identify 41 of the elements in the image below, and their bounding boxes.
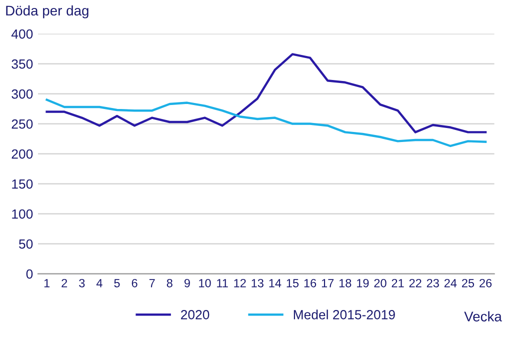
y-tick-label: 150 bbox=[12, 179, 33, 189]
x-tick-label: 20 bbox=[374, 278, 386, 288]
y-axis-title: Döda per dag bbox=[6, 5, 88, 18]
x-tick-label: 11 bbox=[217, 279, 228, 288]
x-tick-label: 10 bbox=[199, 278, 211, 288]
y-tick-label: 400 bbox=[11, 29, 33, 39]
legend-label: 2020 bbox=[181, 310, 210, 320]
x-tick-label: 2 bbox=[62, 278, 68, 288]
x-tick-label: 8 bbox=[166, 278, 172, 288]
x-tick-label: 23 bbox=[426, 278, 439, 288]
y-tick-label: 200 bbox=[12, 149, 33, 159]
x-tick-label: 6 bbox=[132, 278, 138, 288]
x-tick-label: 4 bbox=[96, 279, 102, 288]
y-tick-label: 0 bbox=[26, 269, 33, 279]
y-tick-label: 100 bbox=[12, 209, 33, 219]
x-tick-label: 5 bbox=[114, 279, 120, 288]
x-tick-label: 9 bbox=[184, 278, 190, 288]
x-tick-label: 18 bbox=[339, 278, 352, 288]
y-tick-label: 50 bbox=[19, 239, 33, 249]
x-tick-label: 22 bbox=[409, 278, 422, 288]
x-tick-label: 14 bbox=[269, 279, 282, 288]
x-tick-label: 24 bbox=[444, 278, 457, 288]
x-tick-label: 3 bbox=[79, 278, 85, 288]
y-tick-label: 300 bbox=[12, 89, 33, 99]
x-tick-label: 15 bbox=[286, 279, 299, 288]
line-series bbox=[46, 98, 487, 148]
x-axis-title: Vecka bbox=[464, 311, 502, 322]
x-tick-label: 16 bbox=[304, 278, 316, 288]
x-tick-label: 1 bbox=[44, 279, 50, 288]
x-tick-label: 25 bbox=[462, 278, 474, 288]
x-tick-label: 21 bbox=[392, 278, 404, 288]
x-tick-label: 13 bbox=[252, 278, 264, 288]
y-tick-label: 250 bbox=[12, 119, 33, 129]
x-tick-label: 12 bbox=[234, 278, 246, 288]
x-tick-label: 7 bbox=[149, 279, 155, 288]
line-series bbox=[46, 53, 487, 134]
y-tick-label: 350 bbox=[12, 59, 33, 69]
legend-label: Medel 2015-2019 bbox=[294, 310, 395, 320]
x-tick-label: 26 bbox=[480, 278, 492, 288]
x-tick-label: 17 bbox=[322, 279, 334, 288]
x-tick-label: 19 bbox=[357, 278, 369, 288]
